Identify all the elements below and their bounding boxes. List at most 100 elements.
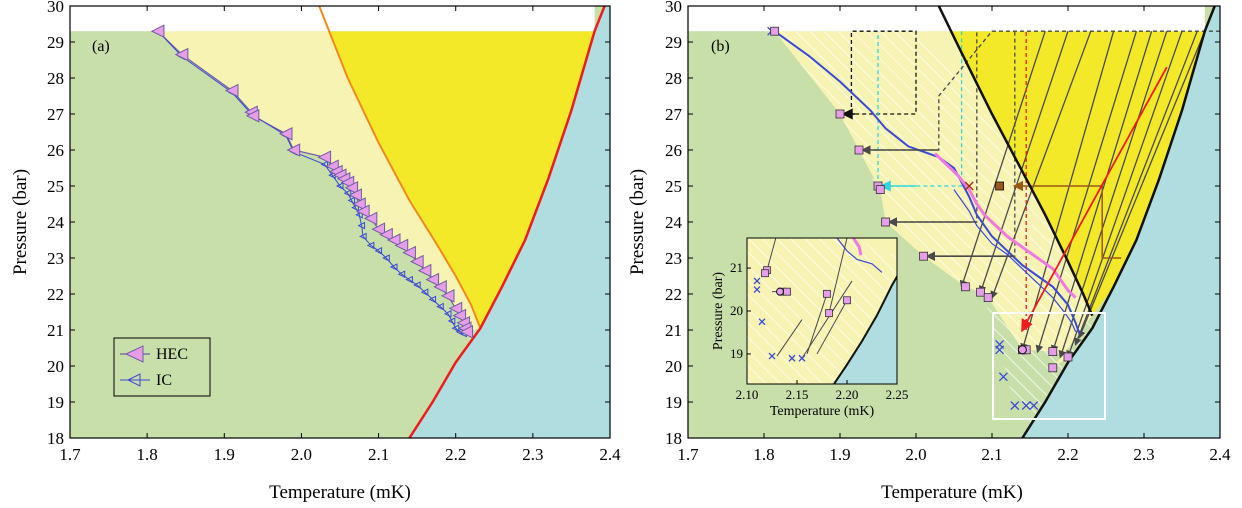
inset-hec-markers [761,266,851,318]
y-axis-ticks: 18 19 20 21 22 23 24 25 26 27 28 29 30 [47,0,610,448]
y-tick-label: 22 [665,285,682,304]
inset-plot: 2.10 2.15 2.20 2.25 19 20 21 Temperature (mK)… [711,237,909,419]
region-yellow [329,31,595,329]
x-tick-label: 1.7 [59,445,81,464]
x-axis-label: Temperature (mK) [881,482,1023,503]
y-axis-ticks: 18 19 20 21 22 23 24 25 26 27 28 29 30 [665,0,1220,448]
legend-ic-label: IC [156,372,172,389]
hec-marker [371,222,386,237]
y-tick-label: 23 [47,249,64,268]
x-axis-label: Temperature (mK) [269,482,411,503]
ic-marker [995,345,1005,355]
hec-marker [317,150,332,165]
region-white-top [688,6,1205,32]
hec-marker [961,282,970,292]
trajectory-line [1035,31,1138,354]
inset-pink-curve [851,238,863,256]
inset-tc-line [833,274,897,384]
hec-marker [433,279,447,294]
ic-marker [420,288,429,297]
x-tick-label: 2.2 [1057,445,1078,464]
x-tick-label: 1.8 [753,445,774,464]
x-axis-ticks: 1.7 1.8 1.9 2.0 2.1 2.2 2.3 2.4 [59,6,621,464]
hec-marker [286,143,301,157]
trajectory-line [978,30,1069,294]
x-tick-label: 2.3 [1133,445,1154,464]
inset-x-tick-label: 2.25 [886,387,909,402]
hec-marker [459,324,474,339]
trajectory-arrows [841,108,1015,262]
inset-ic-marker [798,354,806,362]
y-tick-label: 28 [665,69,682,88]
brown-marker [995,181,1004,191]
y-tick-label: 28 [47,69,64,88]
legend-hec-label: HEC [156,346,188,363]
inset-ic-marker [753,277,761,285]
y-tick-label: 18 [665,429,682,448]
hec-marker [417,263,432,278]
hec-marker [448,301,463,316]
inset-x-tick-label: 2.15 [786,387,809,402]
brown-trajectory [1012,180,1122,259]
y-tick-label: 25 [47,177,64,196]
inset-hec-marker [825,309,833,318]
inset-circle-marker [776,287,784,296]
inset-trajectory-line [766,238,777,271]
ic-marker [359,232,367,241]
inset-hec-marker [761,269,769,278]
hec-marker [278,126,293,141]
hec-marker [1048,363,1058,373]
x-tick-label: 2.0 [905,445,926,464]
pink-curve [933,152,1077,299]
hec-marker [1048,347,1058,357]
ic-marker [1029,401,1039,411]
hec-marker [352,197,366,211]
inset-ic-marker [753,286,761,293]
x-tick-label: 2.4 [1209,445,1231,464]
y-tick-label: 26 [665,141,682,160]
ic-marker [436,302,444,311]
hec-marker [770,26,780,36]
inset-trajectory-line [806,293,828,355]
panel-a: 1.7 1.8 1.9 2.0 2.1 2.2 2.3 2.4 18 19 20 21 22 23 24 2… [10,0,621,503]
inset-x-tick-label: 2.10 [736,387,759,402]
y-tick-label: 29 [47,33,64,52]
hec-marker [394,238,409,253]
red-trajectory-line [1021,66,1168,333]
hec-marker [379,227,393,242]
hec-marker [245,108,260,123]
hec-marker [854,145,864,155]
panel-label: (a) [92,38,110,55]
x-tick-label: 1.9 [829,445,850,464]
y-tick-label: 21 [665,321,682,340]
inset-ic-marker [768,352,776,360]
y-axis-label: Pressure (bar) [10,169,31,275]
hec-marker [425,272,440,287]
inset-y-tick-label: 19 [730,346,743,361]
y-tick-label: 19 [47,393,64,412]
y-tick-label: 22 [47,285,64,304]
region-white-top [70,6,595,32]
x-tick-label: 2.1 [368,445,389,464]
y-tick-label: 30 [665,0,682,16]
x-tick-label: 1.7 [677,445,699,464]
inset-y-tick-label: 21 [730,260,743,275]
y-tick-label: 26 [47,141,64,160]
inset-y-label: Pressure (bar) [711,272,726,350]
ic-marker [389,263,398,271]
hec-series-markers [150,24,474,339]
ic-marker [428,295,437,304]
x-tick-label: 2.1 [981,445,1002,464]
trajectory-line [1078,30,1206,339]
hec-marker [976,287,985,297]
inset-blue-curve [836,238,883,273]
inset-hec-marker [843,296,851,305]
inset-blue-region [834,276,897,384]
ic-marker [374,246,383,255]
inset-hatched-region [747,238,897,384]
ic-marker [320,160,329,169]
hec-marker [174,47,189,62]
tc-line [408,6,606,438]
y-tick-label: 20 [47,357,64,376]
